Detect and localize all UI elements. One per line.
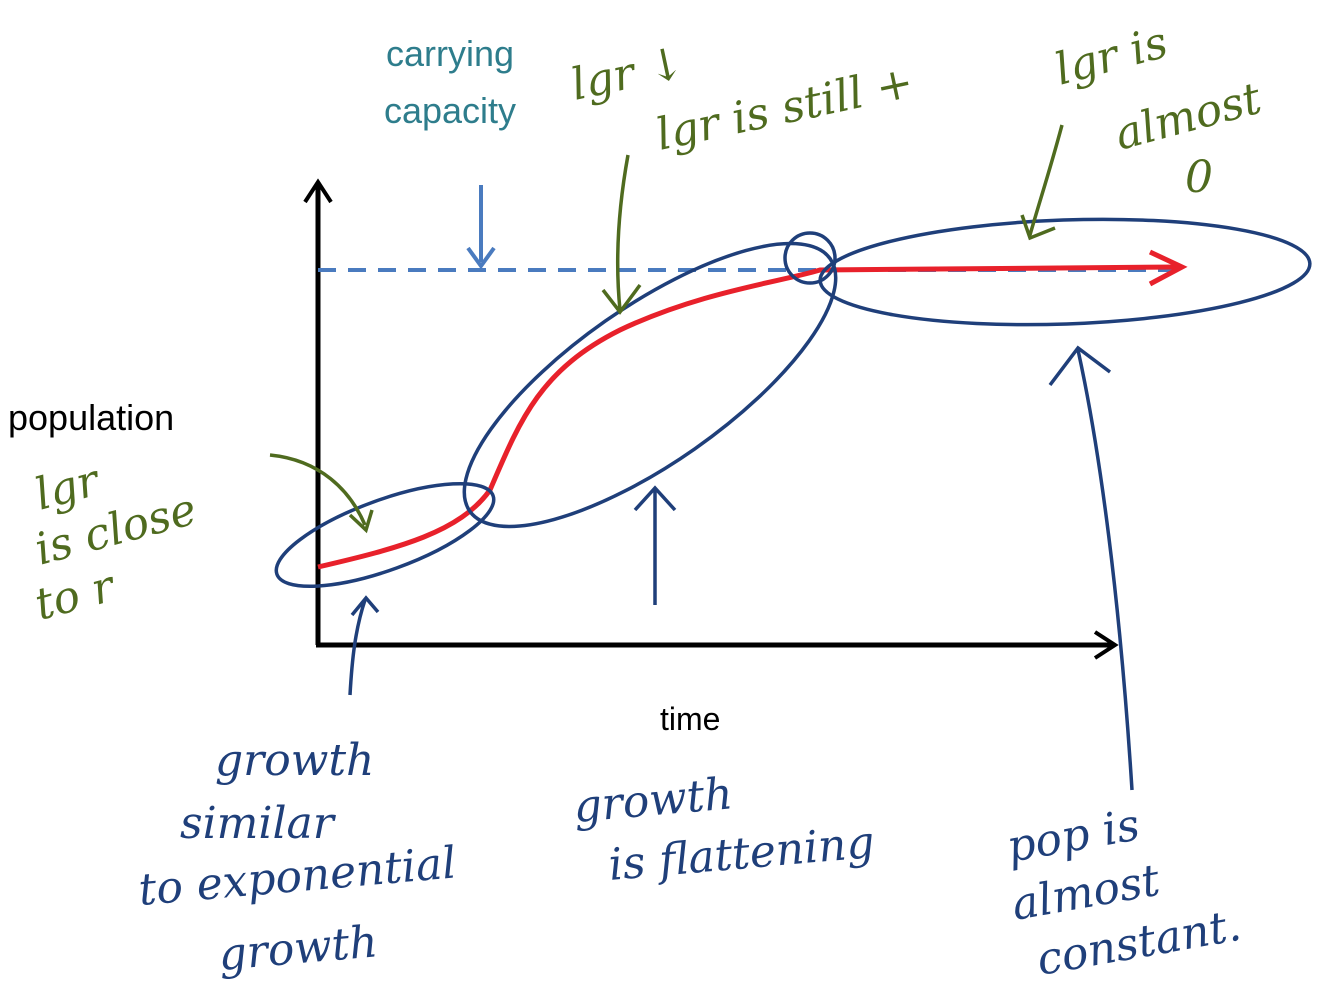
annotation: almost (1110, 73, 1267, 161)
capacity-arrow-head (466, 246, 496, 270)
flattening-arrow (633, 485, 677, 605)
y-axis-arrow (303, 178, 333, 204)
lgr-r-pointer (269, 453, 374, 534)
capacity-label: carrying (386, 33, 514, 74)
annotation: to exponential (137, 837, 459, 916)
curve-arrow (1148, 249, 1188, 287)
exponential-arrow (348, 595, 380, 696)
y-axis-label: population (8, 397, 174, 438)
annotation: lgr is (1050, 17, 1173, 96)
annotation: lgr ↓ (567, 37, 689, 111)
annotation: similar (180, 798, 337, 849)
annotation: is flattening (607, 817, 877, 891)
logistic-curve (317, 264, 1181, 570)
lgr-zero-pointer (1020, 124, 1064, 241)
annotation: 0 (1185, 152, 1213, 203)
constant-arrow (1048, 345, 1134, 791)
annotation: growth (215, 735, 374, 786)
capacity-label: capacity (384, 90, 516, 131)
x-axis-arrow (1093, 630, 1119, 660)
flattening-phase-loop (462, 241, 838, 529)
annotation: growth (572, 768, 735, 833)
annotation: growth (217, 916, 380, 981)
x-axis-label: time (660, 701, 720, 737)
exponential-phase-loop (274, 481, 496, 589)
annotation: lgr is still + (652, 57, 918, 161)
lgr-still-pointer (601, 154, 642, 315)
inflection-loop (783, 231, 837, 285)
